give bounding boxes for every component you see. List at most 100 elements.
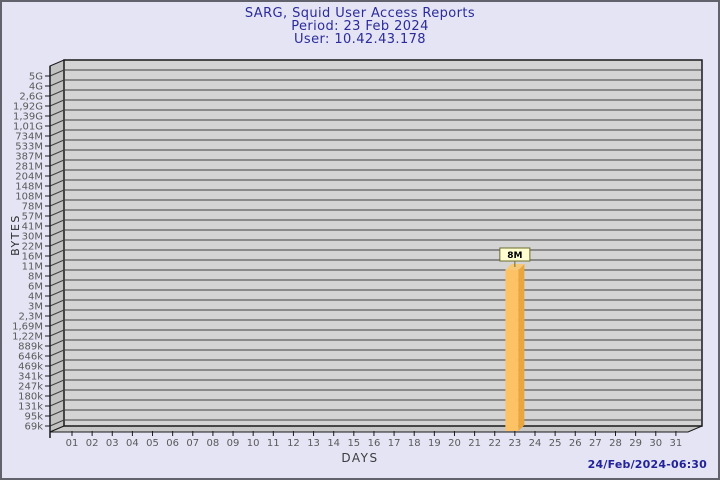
- gridline-wall: [49, 319, 65, 327]
- x-tick-label: 24: [529, 438, 542, 449]
- y-tick-label: 4M: [28, 292, 43, 303]
- x-tick-label: 27: [589, 438, 602, 449]
- gridline-wall: [49, 199, 65, 207]
- x-tick-label: 29: [629, 438, 642, 449]
- x-tick-label: 12: [287, 438, 300, 449]
- x-tick-label: 22: [488, 438, 501, 449]
- x-tick-label: 17: [388, 438, 401, 449]
- gridline-wall: [49, 349, 65, 357]
- gridline-wall: [49, 239, 65, 247]
- y-tick-label: 204M: [15, 172, 43, 183]
- generated-timestamp: 24/Feb/2024-06:30: [587, 458, 707, 471]
- bar-side-face: [518, 264, 525, 431]
- x-tick-label: 07: [186, 438, 199, 449]
- gridline-wall: [49, 279, 65, 287]
- x-tick-label: 31: [670, 438, 683, 449]
- gridline-wall: [49, 259, 65, 267]
- x-tick-label: 16: [368, 438, 381, 449]
- x-tick-label: 03: [106, 438, 119, 449]
- y-tick-label: 2,6G: [19, 92, 43, 103]
- gridline-wall: [49, 299, 65, 307]
- plot-floor: [49, 425, 703, 433]
- gridline-wall: [49, 339, 65, 347]
- plot-back-wall: [63, 59, 703, 427]
- y-tick-label: 57M: [22, 212, 43, 223]
- chart-user: User: 10.42.43.178: [294, 32, 426, 47]
- y-tick-label: 108M: [15, 192, 43, 203]
- y-tick-label: 1,69M: [12, 322, 43, 333]
- x-tick-label: 11: [267, 438, 280, 449]
- y-tick-label: 30M: [22, 232, 43, 243]
- gridline-wall: [49, 149, 65, 157]
- gridline-wall: [49, 389, 65, 397]
- y-tick-label: 6M: [28, 282, 43, 293]
- x-tick-label: 01: [66, 438, 79, 449]
- gridline-wall: [49, 399, 65, 407]
- gridline-wall: [49, 359, 65, 367]
- x-tick-label: 21: [468, 438, 481, 449]
- gridline-wall: [49, 249, 65, 257]
- gridline-wall: [49, 129, 65, 137]
- y-tick-label: 469k: [18, 362, 43, 373]
- gridline-wall: [49, 79, 65, 87]
- gridline-wall: [49, 89, 65, 97]
- x-axis-title: DAYS: [341, 451, 379, 465]
- y-tick-label: 3M: [28, 302, 43, 313]
- gridline-wall: [49, 109, 65, 117]
- gridline-wall: [49, 269, 65, 277]
- gridline-wall: [49, 209, 65, 217]
- gridline-wall: [49, 309, 65, 317]
- y-tick-label: 16M: [22, 252, 43, 263]
- y-tick-label: 646k: [18, 352, 43, 363]
- x-tick-label: 13: [307, 438, 320, 449]
- y-tick-label: 8M: [28, 272, 43, 283]
- x-tick-label: 10: [247, 438, 260, 449]
- gridline-wall: [49, 419, 65, 427]
- chart-period: Period: 23 Feb 2024: [291, 19, 429, 34]
- y-tick-label: 1,39G: [13, 112, 43, 123]
- bar-value-label: 8M: [507, 251, 522, 261]
- bar-front-face: [505, 270, 519, 431]
- gridline-wall: [49, 189, 65, 197]
- y-tick-label: 4G: [29, 82, 43, 93]
- gridline-wall: [49, 379, 65, 387]
- x-tick-label: 28: [609, 438, 622, 449]
- gridline-wall: [49, 69, 65, 77]
- y-tick-label: 41M: [22, 222, 43, 233]
- x-tick-label: 02: [86, 438, 99, 449]
- x-tick-label: 23: [508, 438, 521, 449]
- plot-side-wall: [49, 59, 65, 433]
- gridline-wall: [49, 169, 65, 177]
- gridline-wall: [49, 369, 65, 377]
- x-tick-label: 14: [327, 438, 340, 449]
- x-tick-label: 25: [549, 438, 562, 449]
- bar-value-box: [499, 247, 531, 262]
- y-tick-label: 11M: [22, 262, 43, 273]
- y-tick-label: 1,01G: [13, 122, 43, 133]
- x-tick-label: 20: [448, 438, 461, 449]
- x-tick-label: 15: [347, 438, 360, 449]
- x-tick-label: 06: [166, 438, 179, 449]
- x-tick-label: 30: [649, 438, 662, 449]
- y-tick-label: 247k: [18, 382, 43, 393]
- gridline-wall: [49, 159, 65, 167]
- gridline-wall: [49, 99, 65, 107]
- y-tick-label: 387M: [15, 152, 43, 163]
- x-tick-label: 26: [569, 438, 582, 449]
- y-tick-label: 78M: [22, 202, 43, 213]
- x-tick-label: 08: [207, 438, 220, 449]
- x-tick-label: 04: [126, 438, 139, 449]
- gridline-wall: [49, 139, 65, 147]
- y-tick-label: 2,3M: [18, 312, 43, 323]
- y-tick-label: 180k: [18, 392, 43, 403]
- y-tick-label: 22M: [22, 242, 43, 253]
- gridline-wall: [49, 329, 65, 337]
- x-tick-label: 18: [408, 438, 421, 449]
- y-tick-label: 95k: [24, 412, 43, 423]
- y-tick-label: 734M: [15, 132, 43, 143]
- chart-title: SARG, Squid User Access Reports: [244, 6, 476, 21]
- y-tick-label: 889k: [18, 342, 43, 353]
- gridline-wall: [49, 119, 65, 127]
